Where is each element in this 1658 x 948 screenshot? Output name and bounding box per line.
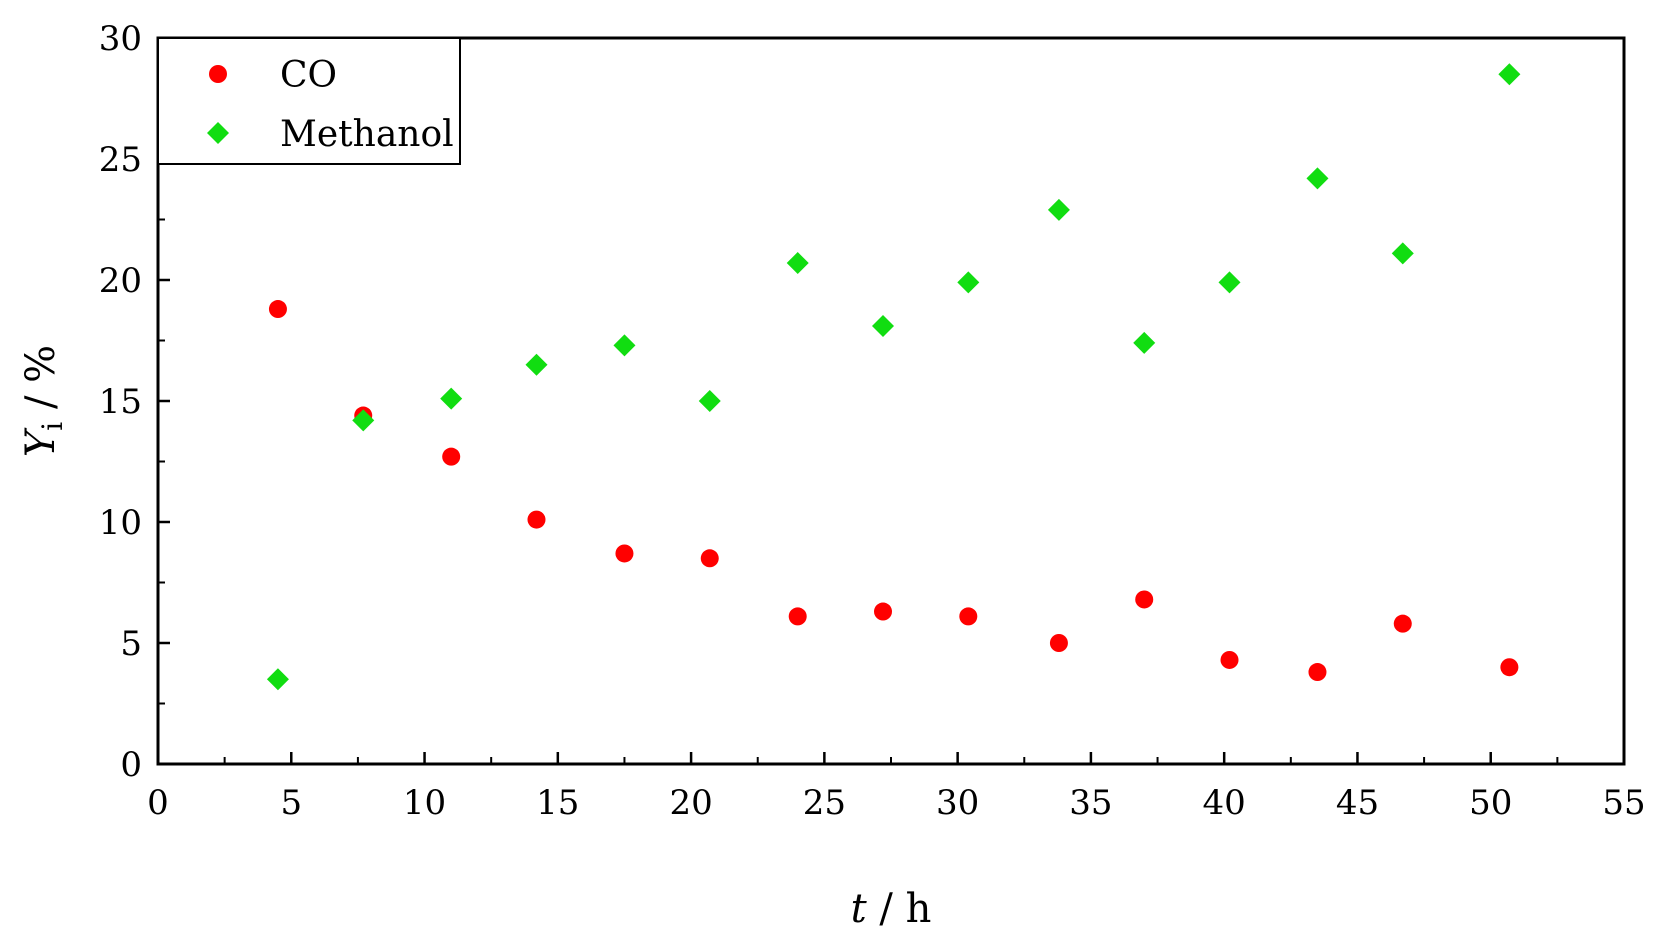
co-point (1393, 614, 1412, 633)
co-point (442, 447, 461, 466)
y-axis-unit: / % (18, 345, 64, 422)
co-point (874, 602, 893, 621)
x-tick-label: 30 (936, 783, 979, 823)
methanol-point (1306, 167, 1329, 190)
x-tick-label: 45 (1336, 783, 1379, 823)
co-point (615, 544, 634, 563)
y-tick-label: 20 (99, 261, 142, 301)
y-tick-label: 0 (120, 745, 142, 785)
y-tick-label: 15 (99, 382, 142, 422)
methanol-point (440, 387, 463, 410)
x-axis-variable: t (851, 886, 868, 932)
methanol-point (872, 314, 895, 337)
co-point (268, 300, 287, 319)
legend-marker-methanol (207, 122, 229, 144)
methanol-point (613, 334, 636, 357)
y-axis-title: Yi / % (18, 345, 69, 457)
y-axis: 0 5 10 15 20 25 30 (99, 19, 170, 785)
methanol-point (1498, 63, 1521, 86)
x-tick-label: 25 (803, 783, 846, 823)
data-series (266, 63, 1521, 691)
co-point (1220, 650, 1239, 669)
co-point (1049, 634, 1068, 652)
methanol-point (352, 409, 375, 432)
y-tick-label: 10 (99, 503, 142, 543)
legend-label-co: CO (280, 55, 337, 96)
x-tick-label: 20 (669, 783, 712, 823)
methanol-point (1047, 198, 1070, 221)
co-point (959, 607, 978, 626)
y-tick-label: 30 (99, 19, 142, 59)
series-co (268, 300, 1519, 682)
y-axis-variable: Y (18, 427, 64, 457)
legend: CO Methanol (157, 37, 461, 165)
x-tick-label: 15 (536, 783, 579, 823)
methanol-point (786, 252, 809, 275)
series-methanol (266, 63, 1521, 691)
legend-marker-co (209, 65, 227, 83)
legend-co-marker (209, 65, 227, 83)
co-point (527, 510, 546, 529)
co-point (788, 607, 807, 626)
methanol-point (1133, 331, 1156, 354)
x-tick-label: 35 (1069, 783, 1112, 823)
co-point (1500, 658, 1519, 677)
methanol-point (1391, 242, 1414, 265)
x-axis-title: t / h (851, 886, 932, 932)
legend-label-methanol: Methanol (280, 114, 454, 155)
x-tick-label: 0 (147, 783, 169, 823)
co-point (700, 549, 719, 568)
methanol-point (525, 353, 548, 376)
x-tick-label: 5 (280, 783, 302, 823)
legend-methanol-marker (207, 122, 229, 144)
x-axis: 0 5 10 15 20 25 30 35 40 45 50 55 (147, 752, 1646, 823)
y-tick-label: 25 (99, 140, 142, 180)
x-tick-label: 50 (1469, 783, 1512, 823)
methanol-point (266, 668, 289, 691)
methanol-point (957, 271, 980, 294)
x-tick-label: 40 (1203, 783, 1246, 823)
methanol-point (1218, 271, 1241, 294)
y-tick-label: 5 (120, 624, 142, 664)
x-tick-label: 10 (403, 783, 446, 823)
legend-box (157, 37, 461, 165)
x-axis-unit: / h (867, 886, 932, 932)
co-point (1135, 590, 1154, 609)
methanol-point (698, 390, 721, 412)
x-tick-label: 55 (1602, 783, 1645, 823)
co-point (1308, 663, 1327, 682)
y-axis-subscript: i (36, 422, 69, 431)
